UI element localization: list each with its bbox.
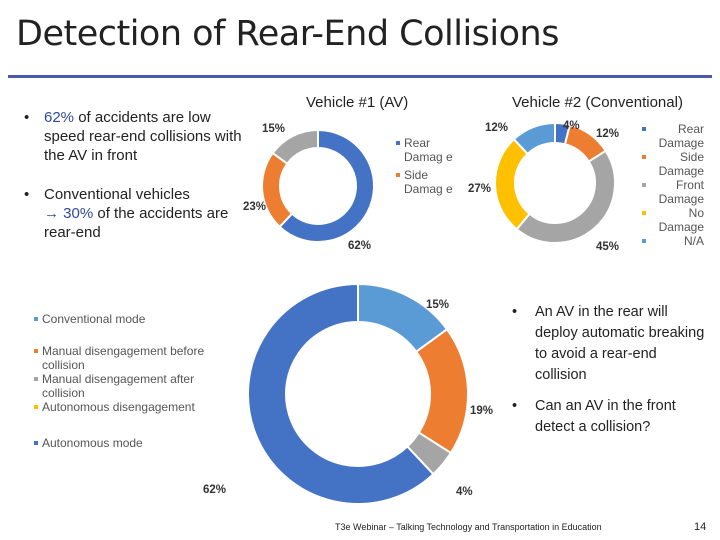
chart2-donut — [494, 121, 616, 244]
bullet-dot: • — [24, 186, 30, 203]
legend-item: Autonomous mode — [34, 436, 234, 450]
chart1-donut — [261, 128, 375, 243]
legend-item: Rear Damage — [642, 122, 704, 150]
legend-swatch — [642, 127, 646, 131]
right-bullet-list: • An AV in the rear will deploy automati… — [508, 302, 708, 448]
slice-na — [512, 121, 556, 156]
bullet-text: Can an AV in the front detect a collisio… — [535, 398, 676, 435]
legend-label: Manual disengagement after collision — [42, 372, 195, 400]
legend-item: No Damage — [642, 206, 704, 234]
legend-label: Autonomous mode — [42, 436, 143, 450]
legend-swatch — [642, 239, 646, 243]
slice-front-damage — [515, 149, 616, 244]
legend-item: Conventional mode — [34, 312, 234, 326]
legend-label: Autonomous disengagement — [42, 400, 195, 414]
bullet-text: of accidents are low speed rear-end coll… — [44, 109, 242, 164]
legend-label: Manual disengagement before collision — [42, 344, 205, 372]
legend-item: Autonomous disengagement — [34, 400, 234, 414]
slice-autonomous-mode — [247, 282, 435, 505]
chart3-label-manual-after: 4% — [456, 486, 473, 498]
legend-item: N/A — [642, 234, 704, 248]
legend-label: N/A — [683, 234, 704, 248]
chart3-legend: Conventional mode Manual disengagement b… — [34, 312, 234, 450]
page-number: 14 — [694, 521, 707, 533]
legend-item: Manual disengagement before collision — [34, 344, 234, 372]
slice-manual-before — [414, 327, 469, 455]
legend-item: Manual disengagement after collision — [34, 372, 234, 400]
bullet-text: An AV in the rear will deploy automatic … — [535, 304, 705, 383]
chart3-label-manual-before: 19% — [470, 405, 494, 417]
chart1-label-rear: 62% — [348, 240, 372, 252]
chart2-label-no: 27% — [468, 183, 492, 195]
bullet-highlight: 30% — [63, 205, 94, 222]
legend-label: No Damage — [658, 206, 704, 234]
legend-swatch — [34, 441, 38, 445]
chart2-label-front: 45% — [596, 241, 620, 253]
legend-swatch — [396, 173, 400, 177]
chart1-label-other: 15% — [262, 123, 286, 135]
legend-swatch — [642, 183, 646, 187]
chart3-label-autonomous: 62% — [203, 484, 227, 496]
legend-swatch — [34, 405, 38, 409]
arrow-icon: → — [44, 205, 59, 222]
legend-label: Front Damage — [658, 178, 704, 206]
bullet-prefix: Conventional vehicles — [44, 186, 190, 203]
legend-swatch — [34, 377, 38, 381]
legend-item: Front Damage — [642, 178, 704, 206]
legend-label: Side Damag e — [404, 168, 453, 196]
legend-swatch — [34, 349, 38, 353]
footer-text: T3e Webinar – Talking Technology and Tra… — [335, 522, 602, 532]
page-title: Detection of Rear-End Collisions — [16, 14, 559, 54]
left-bullet-list: • 62% of accidents are low speed rear-en… — [20, 108, 245, 262]
bullet-item: • 62% of accidents are low speed rear-en… — [20, 108, 245, 165]
bullet-dot: • — [512, 398, 518, 414]
legend-label: Rear Damag e — [404, 136, 453, 164]
legend-swatch — [642, 155, 646, 159]
chart2-label-rear: 4% — [563, 120, 580, 132]
legend-label: Conventional mode — [42, 312, 146, 326]
chart2-title: Vehicle #2 (Conventional) — [512, 94, 683, 111]
chart3-donut — [247, 282, 469, 505]
bullet-item: • Can an AV in the front detect a collis… — [508, 396, 708, 438]
legend-item: Side Damage — [642, 150, 704, 178]
legend-swatch — [642, 211, 646, 215]
chart2-label-na: 12% — [485, 122, 509, 134]
bullet-dot: • — [24, 109, 30, 126]
slice-no-damage — [494, 137, 531, 231]
slice-other — [271, 128, 319, 166]
chart2-label-side: 12% — [596, 128, 620, 140]
bullet-item: • An AV in the rear will deploy automati… — [508, 302, 708, 386]
bullet-highlight: 62% — [44, 109, 75, 126]
legend-label: Side Damage — [658, 150, 704, 178]
chart1-title: Vehicle #1 (AV) — [306, 94, 409, 111]
legend-item: Side Damag e — [396, 168, 456, 196]
chart1-label-side: 23% — [243, 201, 267, 213]
legend-swatch — [34, 317, 38, 321]
title-rule — [8, 75, 712, 78]
bullet-text: of the accidents are rear-end — [44, 205, 229, 241]
slice-rear-damage — [278, 128, 375, 243]
bullet-item: • Conventional vehicles → 30% of the acc… — [20, 185, 245, 242]
legend-swatch — [396, 141, 400, 145]
legend-item: Rear Damag e — [396, 136, 456, 164]
chart1-legend: Rear Damag e Side Damag e — [396, 136, 456, 196]
legend-label: Rear Damage — [658, 122, 704, 150]
bullet-dot: • — [512, 304, 518, 320]
chart2-legend: Rear Damage Side Damage Front Damage No … — [642, 122, 704, 248]
chart3-label-conventional: 15% — [426, 299, 450, 311]
